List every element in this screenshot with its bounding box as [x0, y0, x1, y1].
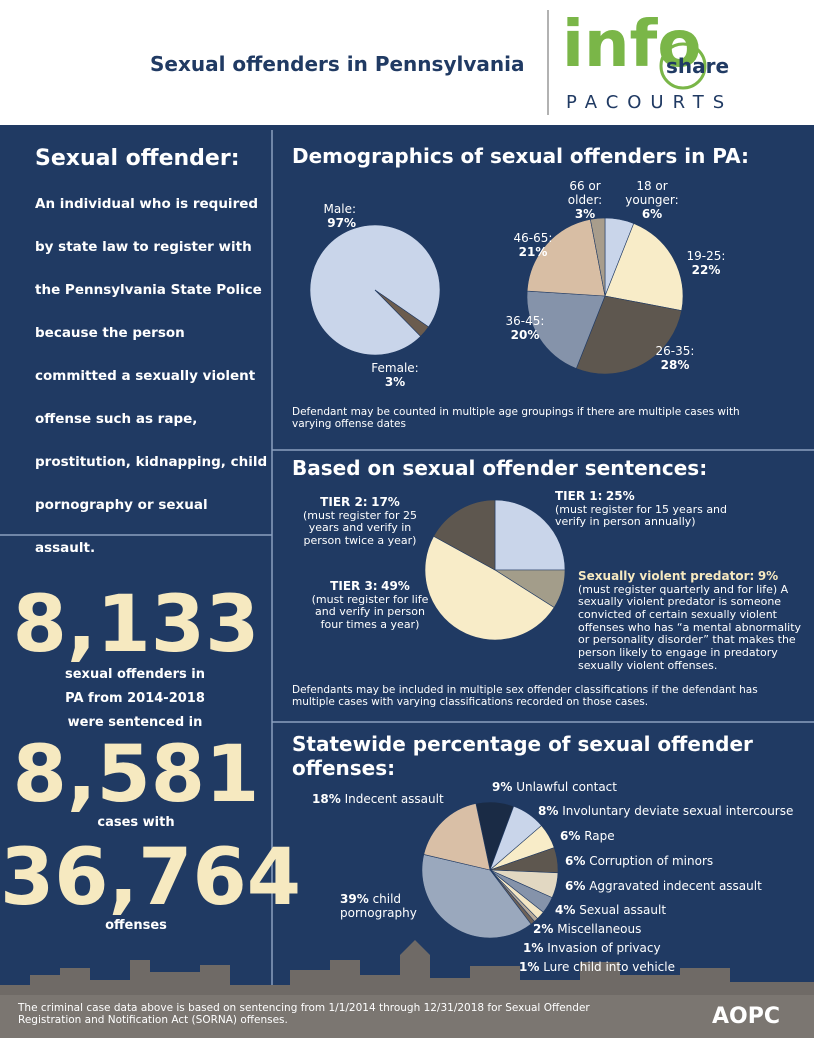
value-label: 3% — [575, 207, 595, 221]
infographic: Sexual offenders in Pennsylvania info sh… — [0, 0, 814, 1038]
slice-label: 6% Corruption of minors — [565, 855, 765, 869]
value-label: 9% — [492, 780, 512, 794]
slice-label: TIER 2: 17%(must register for 25 years a… — [300, 496, 420, 548]
slice-description: (must register for 25 years and verify i… — [303, 509, 417, 547]
category-label: Corruption of minors — [589, 854, 713, 868]
category-label: Male: — [324, 202, 356, 216]
category-label: 46-65: — [514, 231, 553, 245]
value-label: 39% — [340, 892, 369, 906]
slice-label: 18% Indecent assault — [312, 793, 472, 807]
value-label: 22% — [692, 263, 721, 277]
value-label: 18% — [312, 792, 341, 806]
definition-text: An individual who is required by state l… — [35, 183, 270, 570]
slice-label: 6% Rape — [560, 830, 760, 844]
slice-label: 2% Miscellaneous — [533, 923, 733, 937]
category-label: TIER 3: — [330, 579, 377, 593]
slice-label: 1% Lure child into vehicle — [519, 961, 719, 975]
category-label: Invasion of privacy — [547, 941, 660, 955]
category-label: Lure child into vehicle — [543, 960, 675, 974]
value-label: 4% — [555, 903, 575, 917]
section-title: Statewide percentage of sexual offender … — [292, 732, 762, 780]
stat-value: 8,133 — [0, 585, 272, 665]
value-label: 17% — [371, 495, 400, 509]
category-label: Rape — [584, 829, 614, 843]
logo-sub: PACOURTS — [566, 92, 733, 113]
footer-logo: AOPC — [712, 1004, 780, 1029]
value-label: 8% — [538, 804, 558, 818]
category-label: Miscellaneous — [557, 922, 641, 936]
slice-label: 4% Sexual assault — [555, 904, 755, 918]
value-label: 97% — [327, 216, 356, 230]
category-label: TIER 2: — [320, 495, 367, 509]
category-label: TIER 1: — [555, 489, 602, 503]
slice-label: TIER 3: 49%(must register for life and v… — [310, 580, 430, 632]
slice-label: 8% Involuntary deviate sexual intercours… — [538, 805, 808, 819]
category-label: 66 or older: — [568, 179, 602, 207]
slice-label: 18 or younger:6% — [622, 180, 682, 221]
value-label: 2% — [533, 922, 553, 936]
value-label: 1% — [519, 960, 539, 974]
slice-label: 36-45:20% — [500, 315, 550, 343]
category-label: Sexual assault — [579, 903, 666, 917]
value-label: 6% — [560, 829, 580, 843]
category-label: 26-35: — [656, 344, 695, 358]
slice-label: 46-65:21% — [508, 232, 558, 260]
stat-text: cases with — [0, 815, 272, 830]
value-label: 9% — [758, 569, 778, 583]
section-title: Demographics of sexual offenders in PA: — [292, 144, 749, 168]
category-label: 36-45: — [506, 314, 545, 328]
page-title: Sexual offenders in Pennsylvania — [150, 52, 524, 76]
slice-description: (must register for life and verify in pe… — [312, 593, 429, 631]
stat-value: 36,764 — [0, 838, 272, 918]
section-note: Defendant may be counted in multiple age… — [292, 406, 772, 430]
slice-label: 66 or older:3% — [560, 180, 610, 221]
slice-description: (must register for 15 years and verify i… — [555, 503, 727, 529]
value-label: 1% — [523, 941, 543, 955]
category-label: Aggravated indecent assault — [589, 879, 762, 893]
category-label: 19-25: — [687, 249, 726, 263]
value-label: 21% — [519, 245, 548, 259]
stat-text: offenses — [0, 918, 272, 933]
value-label: 20% — [511, 328, 540, 342]
slice-label: Sexually violent predator: 9%(must regis… — [578, 570, 813, 672]
logo-share: share — [666, 54, 729, 78]
section-title: Based on sexual offender sentences: — [292, 456, 707, 480]
slice-label: Female:3% — [360, 362, 430, 390]
value-label: 6% — [642, 207, 662, 221]
slice-label: Male:97% — [296, 203, 356, 231]
category-label: Sexually violent predator: — [578, 569, 754, 583]
stat-text: sexual offenders in PA from 2014-2018 we… — [55, 663, 215, 735]
section-note: Defendants may be included in multiple s… — [292, 684, 772, 708]
slice-label: 39% child pornography — [340, 893, 440, 921]
slice-label: TIER 1: 25%(must register for 15 years a… — [555, 490, 755, 529]
category-label: Indecent assault — [345, 792, 444, 806]
footer-text: The criminal case data above is based on… — [18, 1002, 638, 1026]
value-label: 6% — [565, 854, 585, 868]
value-label: 49% — [381, 579, 410, 593]
slice-label: 9% Unlawful contact — [492, 781, 752, 795]
slice-description: (must register quarterly and for life) A… — [578, 583, 801, 672]
definition-heading: Sexual offender: — [35, 146, 240, 171]
category-label: 18 or younger: — [625, 179, 678, 207]
stat-value: 8,581 — [0, 735, 272, 815]
value-label: 25% — [606, 489, 635, 503]
slice-label: 26-35:28% — [645, 345, 705, 373]
category-label: Female: — [371, 361, 418, 375]
slice-label: 6% Aggravated indecent assault — [565, 880, 785, 894]
slice-label: 19-25:22% — [676, 250, 736, 278]
value-label: 3% — [385, 375, 405, 389]
category-label: Unlawful contact — [516, 780, 617, 794]
value-label: 6% — [565, 879, 585, 893]
category-label: Involuntary deviate sexual intercourse — [562, 804, 793, 818]
slice-label: 1% Invasion of privacy — [523, 942, 723, 956]
value-label: 28% — [661, 358, 690, 372]
